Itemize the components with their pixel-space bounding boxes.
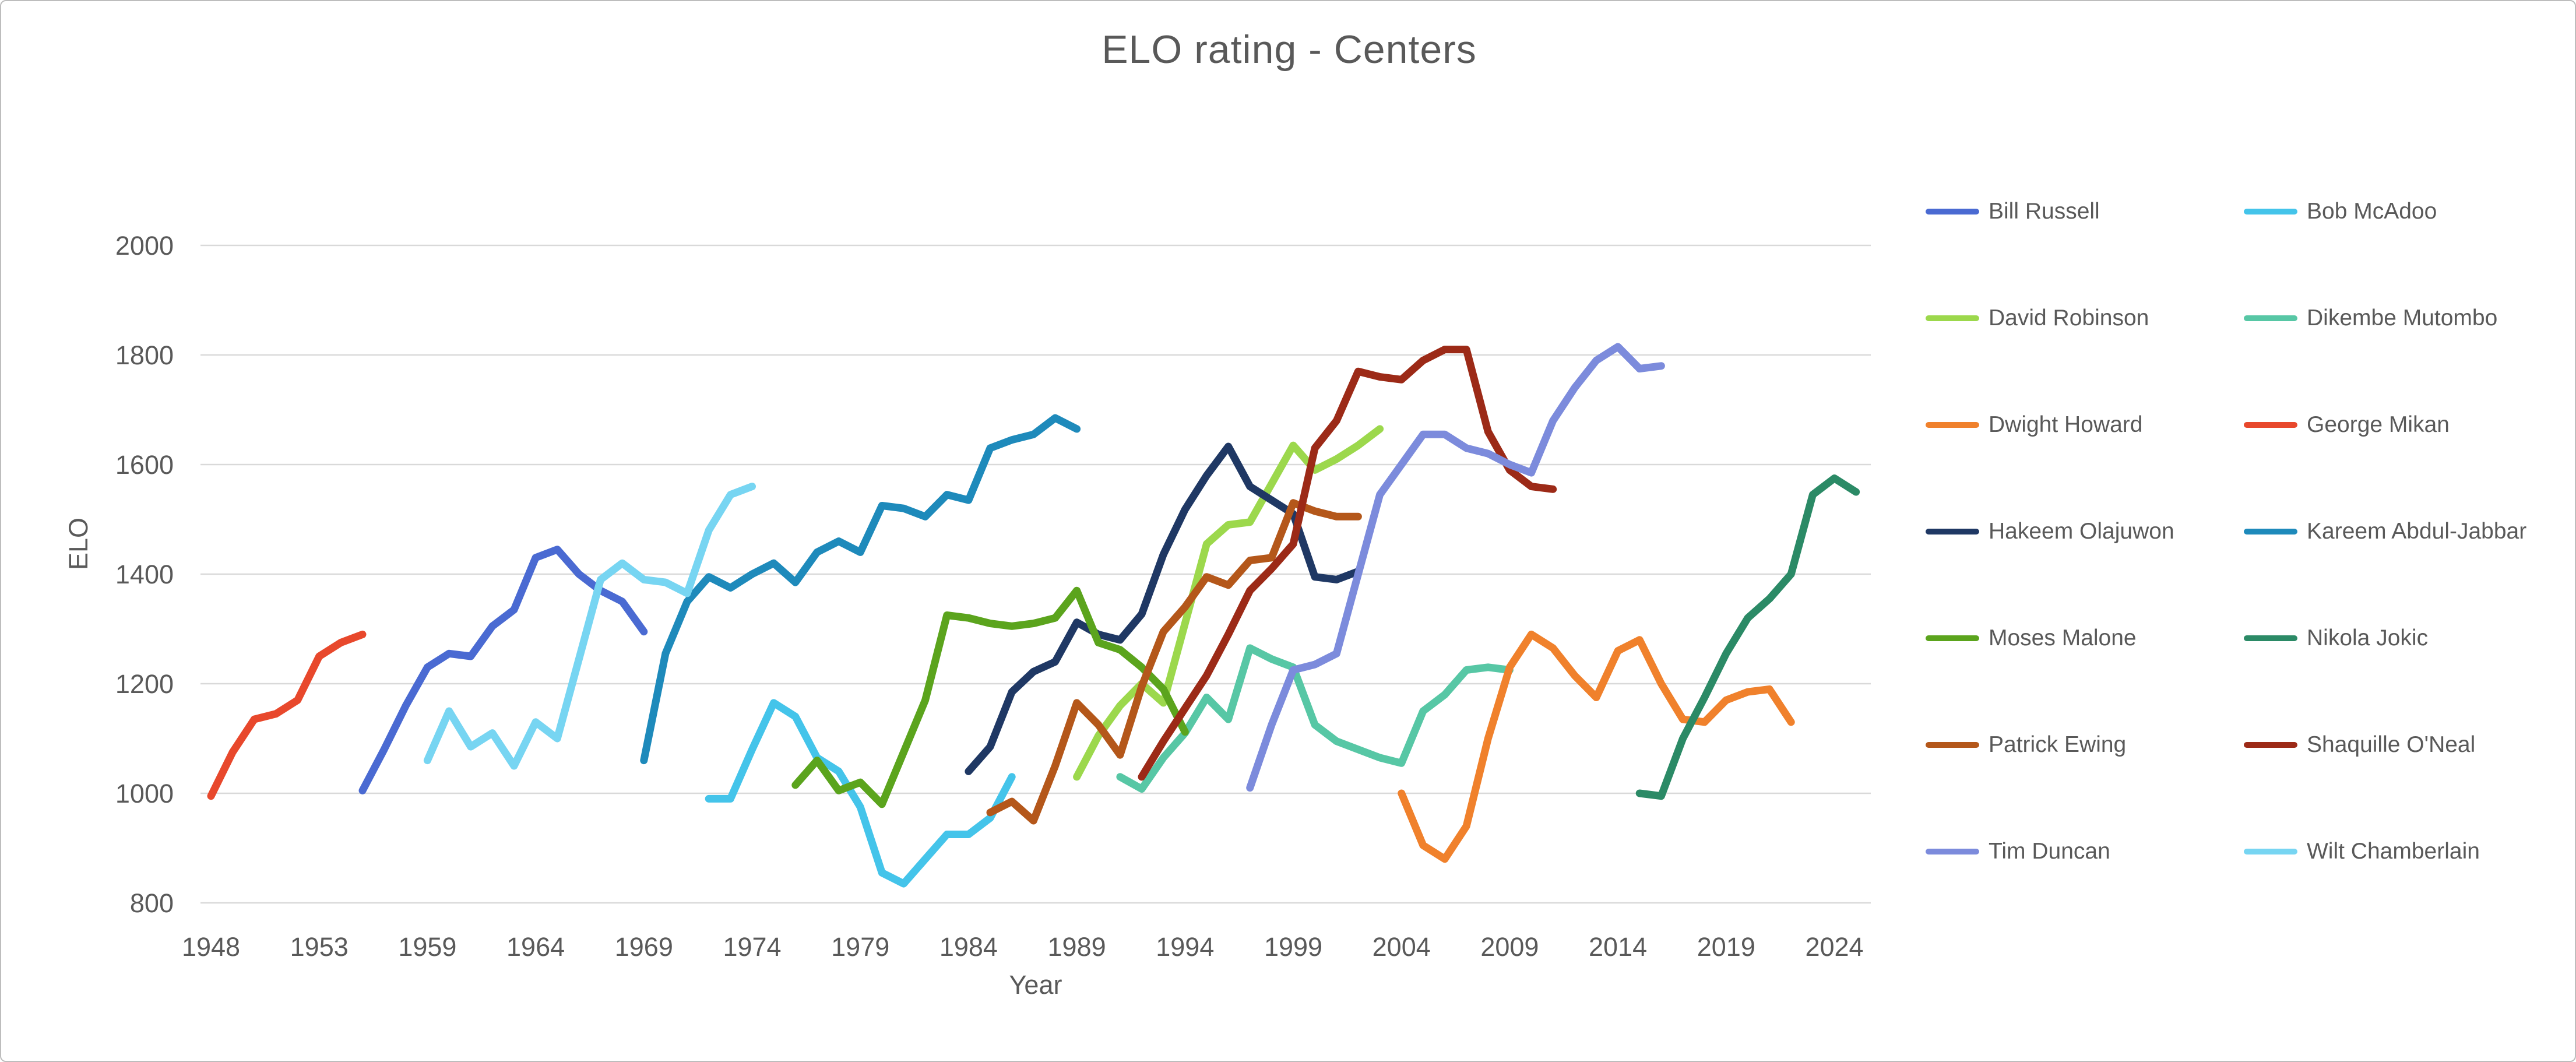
- chart-title: ELO rating - Centers: [1102, 27, 1477, 72]
- y-tick-label: 1400: [115, 560, 174, 589]
- x-tick-label: 1994: [1156, 932, 1214, 962]
- legend-item: Bill Russell: [1926, 194, 2100, 229]
- legend-item: Nikola Jokic: [2244, 621, 2428, 656]
- legend-label: Moses Malone: [1989, 625, 2137, 650]
- legend-swatch-icon: [2244, 209, 2297, 214]
- series-line: [1138, 346, 1557, 781]
- legend-swatch-icon: [1926, 422, 1979, 428]
- legend-item: George Mikan: [2244, 407, 2450, 442]
- x-axis-title: Year: [1009, 970, 1062, 1000]
- y-tick-label: 1800: [115, 340, 174, 370]
- legend-item: Dikembe Mutombo: [2244, 301, 2497, 336]
- legend-label: Patrick Ewing: [1989, 732, 2127, 757]
- legend-label: George Mikan: [2307, 412, 2450, 437]
- legend-label: Shaquille O'Neal: [2307, 732, 2476, 757]
- x-tick-label: 1989: [1048, 932, 1106, 962]
- legend-swatch-icon: [1926, 529, 1979, 534]
- legend-item: Bob McAdoo: [2244, 194, 2437, 229]
- legend-swatch-icon: [2244, 422, 2297, 428]
- series-line: [207, 630, 367, 800]
- legend-item: Shaquille O'Neal: [2244, 727, 2475, 762]
- x-tick-label: 1959: [398, 932, 456, 962]
- series-line: [423, 483, 756, 770]
- legend-swatch-icon: [2244, 849, 2297, 854]
- legend-label: Tim Duncan: [1989, 839, 2110, 864]
- legend-swatch-icon: [2244, 635, 2297, 641]
- legend-swatch-icon: [1926, 209, 1979, 214]
- y-axis-tick-labels: 800 1000 1200 1400 1600 1800 2000: [115, 231, 174, 918]
- legend-label: Dwight Howard: [1989, 412, 2143, 437]
- series-line: [791, 586, 1189, 808]
- legend-label: Bill Russell: [1989, 199, 2100, 224]
- series-line: [1246, 343, 1665, 792]
- x-tick-label: 2019: [1697, 932, 1755, 962]
- x-tick-label: 1964: [506, 932, 565, 962]
- legend-item: Patrick Ewing: [1926, 727, 2126, 762]
- series-line: [1635, 474, 1860, 800]
- legend-swatch-icon: [2244, 529, 2297, 534]
- legend-label: Dikembe Mutombo: [2307, 305, 2498, 330]
- legend-swatch-icon: [2244, 742, 2297, 748]
- y-tick-label: 800: [130, 888, 174, 918]
- x-axis-tick-labels: 1948 1953 1959 1964 1969 1974 1979 1984 1989 1994…: [182, 932, 1864, 962]
- x-tick-label: 2009: [1480, 932, 1539, 962]
- legend-label: Hakeem Olajuwon: [1989, 519, 2174, 544]
- legend-swatch-icon: [1926, 849, 1979, 854]
- legend-swatch-icon: [1926, 635, 1979, 641]
- series-line: [986, 499, 1362, 825]
- y-tick-label: 1600: [115, 450, 174, 480]
- y-tick-label: 1200: [115, 669, 174, 699]
- x-tick-label: 2024: [1805, 932, 1863, 962]
- legend-label: Bob McAdoo: [2307, 199, 2437, 224]
- series-line: [965, 442, 1362, 775]
- series-line: [1398, 630, 1795, 863]
- x-tick-label: 1979: [831, 932, 889, 962]
- legend-label: Kareem Abdul-Jabbar: [2307, 519, 2527, 544]
- y-tick-label: 2000: [115, 231, 174, 261]
- x-tick-label: 1999: [1264, 932, 1322, 962]
- legend-swatch-icon: [1926, 315, 1979, 321]
- series-lines: [207, 343, 1860, 888]
- y-tick-label: 1000: [115, 779, 174, 808]
- y-axis-title: ELO: [64, 517, 93, 571]
- legend-item: Moses Malone: [1926, 621, 2137, 656]
- x-tick-label: 2014: [1589, 932, 1647, 962]
- x-tick-label: 1953: [290, 932, 349, 962]
- x-tick-label: 1984: [939, 932, 998, 962]
- legend-item: Dwight Howard: [1926, 407, 2142, 442]
- x-tick-label: 1948: [182, 932, 240, 962]
- series-line: [640, 414, 1081, 765]
- legend-swatch-icon: [2244, 315, 2297, 321]
- legend-label: Wilt Chamberlain: [2307, 839, 2480, 864]
- series-line: [705, 699, 1016, 888]
- legend-label: Nikola Jokic: [2307, 625, 2429, 650]
- legend-item: Tim Duncan: [1926, 834, 2110, 869]
- legend-item: Wilt Chamberlain: [2244, 834, 2480, 869]
- legend-item: Kareem Abdul-Jabbar: [2244, 514, 2526, 549]
- x-tick-label: 1974: [723, 932, 781, 962]
- legend-item: Hakeem Olajuwon: [1926, 514, 2174, 549]
- legend-swatch-icon: [1926, 742, 1979, 748]
- x-tick-label: 2004: [1373, 932, 1431, 962]
- gridlines: [200, 244, 1871, 904]
- legend-label: David Robinson: [1989, 305, 2149, 330]
- legend-item: David Robinson: [1926, 301, 2149, 336]
- x-tick-label: 1969: [615, 932, 673, 962]
- series-line: [1073, 425, 1384, 781]
